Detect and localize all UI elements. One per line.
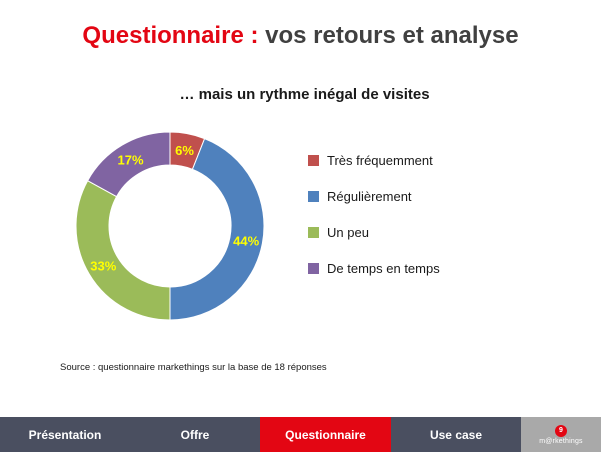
bottom-navigation: Présentation Offre Questionnaire Use cas… bbox=[0, 417, 601, 452]
legend-item-de-temps-en-temps: De temps en temps bbox=[308, 260, 440, 276]
slide-title-accent: Questionnaire : bbox=[82, 22, 259, 49]
brand-area: 9 m@rkethings bbox=[521, 417, 601, 452]
legend-swatch-regulierement bbox=[308, 190, 319, 202]
legend-swatch-tres-frequemment bbox=[308, 154, 319, 166]
legend-swatch-de-temps-en-temps bbox=[308, 262, 319, 274]
data-label-de-temps-en-temps: 17% bbox=[118, 152, 144, 167]
brand-logo: m@rkethings bbox=[539, 437, 583, 445]
legend-label-regulierement: Régulièrement bbox=[327, 188, 412, 204]
legend-label-de-temps-en-temps: De temps en temps bbox=[327, 260, 440, 276]
legend-item-un-peu: Un peu bbox=[308, 224, 369, 240]
source-note: Source : questionnaire markethings sur l… bbox=[60, 362, 327, 373]
data-label-regulierement: 44% bbox=[233, 234, 259, 249]
page-number-badge: 9 bbox=[555, 424, 567, 437]
slide-title: Questionnaire : vos retours et analyse bbox=[0, 22, 601, 50]
nav-tab-presentation[interactable]: Présentation bbox=[0, 417, 130, 452]
slice-regulierement bbox=[169, 137, 265, 321]
donut-chart: 6% 44% 33% 17% bbox=[75, 131, 265, 321]
chart-title: … mais un rythme inégal de visites bbox=[179, 86, 430, 103]
data-label-un-peu: 33% bbox=[90, 258, 116, 273]
legend-label-un-peu: Un peu bbox=[327, 224, 369, 240]
legend-label-tres-frequemment: Très fréquemment bbox=[327, 152, 433, 168]
legend-swatch-un-peu bbox=[308, 226, 319, 238]
nav-tab-offre[interactable]: Offre bbox=[130, 417, 260, 452]
slide-title-rest: vos retours et analyse bbox=[258, 22, 519, 49]
legend-item-regulierement: Régulièrement bbox=[308, 188, 412, 204]
slice-un-peu bbox=[75, 180, 171, 321]
nav-tab-questionnaire[interactable]: Questionnaire bbox=[260, 417, 391, 452]
data-label-tres-frequemment: 6% bbox=[175, 143, 194, 158]
legend-item-tres-frequemment: Très fréquemment bbox=[308, 152, 433, 168]
nav-tab-use-case[interactable]: Use case bbox=[391, 417, 521, 452]
slice-de-temps-en-temps bbox=[86, 131, 171, 198]
